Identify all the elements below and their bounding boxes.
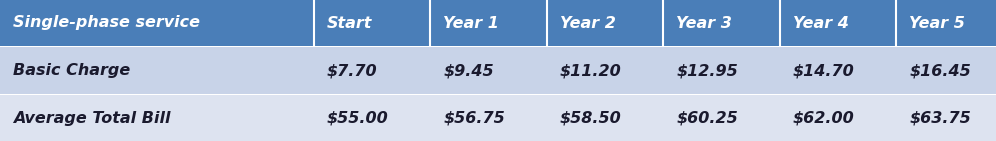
Bar xyxy=(780,95,896,141)
Text: Average Total Bill: Average Total Bill xyxy=(13,111,170,125)
Bar xyxy=(663,0,780,46)
Bar xyxy=(0,0,314,46)
Bar xyxy=(547,95,663,141)
Text: $58.50: $58.50 xyxy=(560,111,622,125)
Text: $63.75: $63.75 xyxy=(909,111,971,125)
Text: $60.25: $60.25 xyxy=(676,111,738,125)
Bar xyxy=(314,47,430,94)
Bar xyxy=(896,95,996,141)
Bar xyxy=(780,47,896,94)
Bar xyxy=(780,0,896,46)
Bar xyxy=(547,47,663,94)
Bar xyxy=(0,94,996,95)
Bar xyxy=(314,0,430,46)
Text: $11.20: $11.20 xyxy=(560,63,622,78)
Text: $62.00: $62.00 xyxy=(793,111,855,125)
Text: $16.45: $16.45 xyxy=(909,63,971,78)
Bar xyxy=(0,46,996,47)
Bar xyxy=(430,47,547,94)
Bar xyxy=(314,95,430,141)
Text: Year 3: Year 3 xyxy=(676,16,732,30)
Text: Year 5: Year 5 xyxy=(909,16,965,30)
Text: $14.70: $14.70 xyxy=(793,63,855,78)
Text: $9.45: $9.45 xyxy=(443,63,494,78)
Bar xyxy=(0,47,314,94)
Bar xyxy=(0,95,314,141)
Text: $12.95: $12.95 xyxy=(676,63,738,78)
Text: Single-phase service: Single-phase service xyxy=(13,16,200,30)
Text: Year 4: Year 4 xyxy=(793,16,849,30)
Bar xyxy=(547,0,663,46)
Bar xyxy=(430,95,547,141)
Text: Start: Start xyxy=(327,16,373,30)
Text: $7.70: $7.70 xyxy=(327,63,377,78)
Text: $55.00: $55.00 xyxy=(327,111,388,125)
Bar xyxy=(896,47,996,94)
Text: $56.75: $56.75 xyxy=(443,111,505,125)
Text: Basic Charge: Basic Charge xyxy=(13,63,130,78)
Bar xyxy=(430,0,547,46)
Text: Year 1: Year 1 xyxy=(443,16,499,30)
Text: Year 2: Year 2 xyxy=(560,16,616,30)
Bar xyxy=(663,47,780,94)
Bar xyxy=(663,95,780,141)
Bar xyxy=(896,0,996,46)
